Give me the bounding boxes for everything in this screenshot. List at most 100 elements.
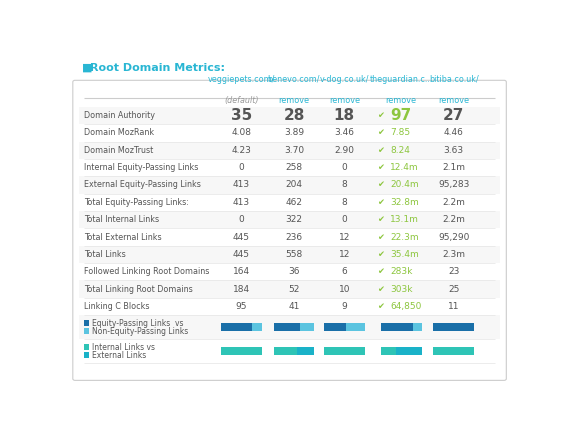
Text: 2.3m: 2.3m [442,250,465,259]
Text: ✔: ✔ [377,233,384,242]
Text: 8.24: 8.24 [390,146,410,155]
Text: 236: 236 [285,233,302,242]
Text: Domain MozRank: Domain MozRank [84,129,154,138]
Text: Total Links: Total Links [84,250,125,259]
Bar [84,352,89,359]
Text: 32.8m: 32.8m [390,198,419,207]
Text: 2.2m: 2.2m [442,215,465,224]
Text: 8: 8 [341,198,347,207]
Text: 22.3m: 22.3m [390,233,419,242]
Bar [221,323,262,331]
Text: 413: 413 [233,181,250,190]
Text: 445: 445 [233,233,250,242]
Text: External Equity-Passing Links: External Equity-Passing Links [84,181,201,190]
Text: 2.2m: 2.2m [442,198,465,207]
Text: 4.46: 4.46 [444,129,464,138]
Text: Domain MozTrust: Domain MozTrust [84,146,153,155]
Text: 95,290: 95,290 [438,233,470,242]
Text: ■: ■ [81,63,92,73]
FancyBboxPatch shape [73,80,506,380]
Text: 445: 445 [233,250,250,259]
Text: 11: 11 [448,302,459,311]
Bar [381,347,421,355]
Text: Root Domain Metrics:: Root Domain Metrics: [90,63,225,73]
Text: ✔: ✔ [377,163,384,172]
Text: 413: 413 [233,198,250,207]
Text: Domain Authority: Domain Authority [84,111,155,120]
Bar [324,347,364,355]
Text: 12: 12 [338,233,350,242]
Text: bitiba.co.uk/: bitiba.co.uk/ [429,75,479,84]
Text: 10: 10 [338,284,350,294]
Text: 204: 204 [285,181,302,190]
Text: 36: 36 [288,267,299,276]
Text: 28: 28 [283,108,305,123]
Bar [221,347,262,355]
Bar [381,347,396,355]
Text: 97: 97 [390,108,411,123]
Text: 3.89: 3.89 [284,129,304,138]
Bar [79,211,499,228]
Text: Total Equity-Passing Links:: Total Equity-Passing Links: [84,198,189,207]
Text: 0: 0 [341,215,347,224]
Text: 27: 27 [443,108,464,123]
Text: 18: 18 [334,108,355,123]
Text: 4.08: 4.08 [232,129,251,138]
Text: ✔: ✔ [377,181,384,190]
Text: 20.4m: 20.4m [390,181,419,190]
Text: ✔: ✔ [377,284,384,294]
Text: 8: 8 [341,181,347,190]
Text: 2.1m: 2.1m [442,163,465,172]
Text: Total Internal Links: Total Internal Links [84,215,159,224]
Text: ✔: ✔ [377,146,384,155]
Text: 13.1m: 13.1m [390,215,419,224]
Text: remove: remove [386,96,417,105]
Text: 258: 258 [285,163,302,172]
Text: 12.4m: 12.4m [390,163,419,172]
Text: Total External Links: Total External Links [84,233,162,242]
Text: 41: 41 [288,302,299,311]
Bar [84,344,89,350]
Bar [221,347,262,355]
Text: Linking C Blocks: Linking C Blocks [84,302,149,311]
Bar [433,323,474,331]
Bar [433,347,474,355]
Text: 6: 6 [341,267,347,276]
Text: 303k: 303k [390,284,413,294]
Text: veggiepets.com/: veggiepets.com/ [208,75,275,84]
Text: 322: 322 [285,215,302,224]
Text: 3.63: 3.63 [444,146,464,155]
Text: 25: 25 [448,284,459,294]
Text: theguardian.c...: theguardian.c... [370,75,433,84]
Bar [79,280,499,297]
Text: remove: remove [438,96,470,105]
Text: 462: 462 [285,198,302,207]
Text: 7.85: 7.85 [390,129,410,138]
Text: Non-Equity-Passing Links: Non-Equity-Passing Links [92,327,188,336]
Bar [79,246,499,263]
Text: 23: 23 [448,267,459,276]
Bar [79,142,499,159]
Bar [79,315,499,339]
Text: benevo.com/: benevo.com/ [268,75,320,84]
Bar [273,323,300,331]
Text: 184: 184 [233,284,250,294]
Text: ✔: ✔ [377,302,384,311]
Text: remove: remove [279,96,310,105]
Bar [221,323,251,331]
Bar [84,328,89,334]
Text: Total Linking Root Domains: Total Linking Root Domains [84,284,193,294]
Text: 2.90: 2.90 [334,146,354,155]
Text: 95: 95 [236,302,247,311]
Text: 12: 12 [338,250,350,259]
Text: 52: 52 [288,284,299,294]
Text: 95,283: 95,283 [438,181,470,190]
Text: ✔: ✔ [377,111,384,120]
Bar [273,347,314,355]
Text: ✔: ✔ [377,267,384,276]
Text: ✔: ✔ [377,250,384,259]
Bar [433,323,474,331]
Bar [273,347,297,355]
Text: Internal Links vs: Internal Links vs [92,343,155,352]
Text: 283k: 283k [390,267,412,276]
